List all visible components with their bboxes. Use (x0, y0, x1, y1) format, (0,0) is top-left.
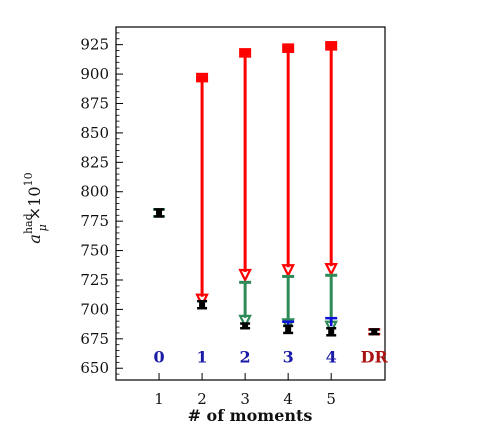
data-point (242, 322, 249, 329)
category-label: DR (361, 347, 389, 366)
y-axis-title-sub: μ (36, 224, 49, 231)
red-arrow-head (281, 264, 295, 278)
y-tick-label: 800 (80, 183, 109, 201)
red-arrow-head (238, 268, 252, 283)
x-tick-label: 3 (240, 390, 250, 408)
y-tick-label: 675 (80, 330, 109, 348)
x-tick-label: 2 (197, 390, 207, 408)
y-tick-label: 750 (80, 242, 109, 260)
y-axis-title-factor-sup: 10 (22, 172, 35, 186)
category-label: 0 (153, 347, 164, 366)
y-axis-title: ahadμ ×1010 (22, 172, 49, 243)
y-axis-title-factor: ×10 (25, 186, 44, 220)
upper-marker-body (196, 75, 209, 81)
upper-marker-body (239, 50, 252, 56)
y-tick-label: 875 (80, 94, 109, 112)
y-tick-label: 850 (80, 124, 109, 142)
green-arrow-head (238, 314, 252, 329)
red-arrow-head (195, 293, 209, 308)
y-tick-label: 825 (80, 153, 109, 171)
data-point (199, 301, 206, 308)
svg-text:ahadμ×1010: ahadμ ×1010 (22, 172, 49, 243)
data-point (328, 328, 335, 335)
y-tick-label: 925 (80, 36, 109, 54)
y-tick-label: 725 (80, 271, 109, 289)
x-tick-label: 5 (326, 390, 336, 408)
category-label: 3 (283, 347, 294, 366)
red-arrow-head (324, 263, 338, 277)
marks-group (153, 41, 381, 337)
x-axis-title: # of moments (188, 406, 313, 425)
y-axis-title-base: a (25, 234, 44, 244)
data-point (156, 209, 163, 216)
category-label: 4 (326, 347, 337, 366)
data-point (285, 326, 292, 333)
y-axis-title-sup: had (22, 213, 35, 234)
green-arrow-head (281, 318, 295, 332)
y-tick-label: 900 (80, 65, 109, 83)
data-point (371, 328, 378, 335)
upper-marker-body (282, 45, 295, 51)
tick-group: 650 675 700 725 750 775 800 825 850 875 900 925 1 2 3 4… (80, 32, 336, 408)
plot-axes (115, 26, 386, 381)
labels-group: 0 1 2 3 4 DR (153, 347, 388, 366)
y-tick-label: 650 (80, 359, 109, 377)
y-tick-label: 700 (80, 300, 109, 318)
x-tick-label: 4 (283, 390, 293, 408)
category-label: 1 (197, 347, 208, 366)
x-tick-label: 1 (154, 390, 164, 408)
plot-frame (115, 26, 386, 381)
y-tick-label: 775 (80, 212, 109, 230)
upper-marker-body (325, 43, 338, 49)
category-label: 2 (240, 347, 251, 366)
